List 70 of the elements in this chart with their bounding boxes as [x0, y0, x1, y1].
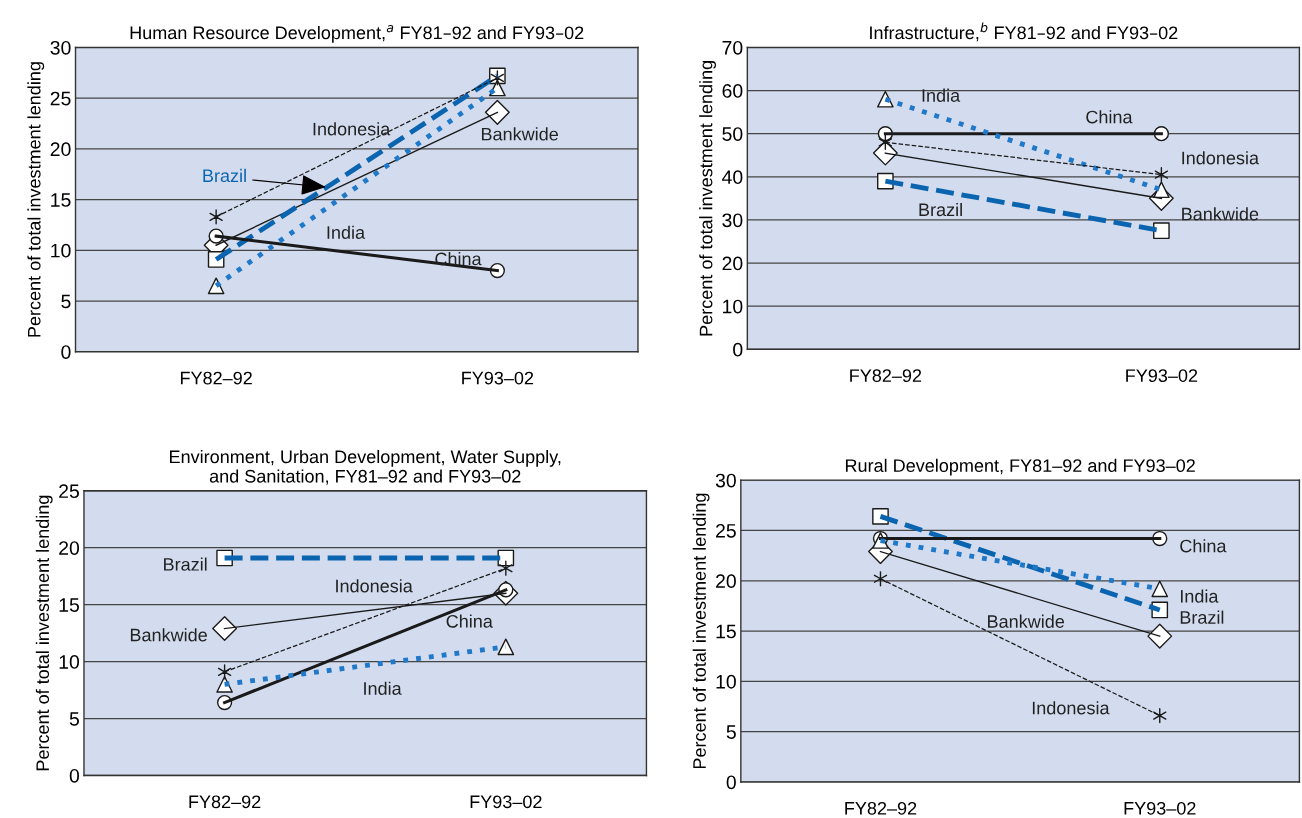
y-tick-label: 40 — [722, 170, 743, 185]
y-tick-label: 60 — [722, 84, 743, 98]
y-tick-label: 15 — [51, 193, 71, 207]
y-tick-label: 15 — [716, 624, 736, 639]
series-label: Indonesia — [336, 579, 413, 593]
x-tick-label: FY93–02 — [470, 795, 542, 809]
y-tick-label: 5 — [726, 725, 736, 739]
y-tick-label: 25 — [716, 523, 736, 538]
y-tick-label: 10 — [59, 655, 80, 669]
y-tick-label: 15 — [59, 598, 79, 612]
series-label: India — [364, 681, 402, 695]
y-tick-label: 5 — [69, 712, 79, 726]
chart-title: Infrastructure,$^{b}$ FY81–92 and FY93–02 — [870, 22, 1178, 42]
y-tick-label: 10 — [51, 243, 71, 258]
y-axis-title: Percent of total investment lending — [27, 62, 45, 337]
text: Brazil — [203, 168, 246, 183]
x-tick-label: FY93–02 — [462, 371, 534, 385]
y-tick-label: 25 — [59, 484, 79, 499]
y-tick-label: 50 — [722, 127, 743, 141]
y-tick-label: 25 — [50, 91, 71, 106]
y-tick-label: 30 — [715, 473, 736, 488]
y-tick-label: 0 — [61, 345, 71, 359]
y-tick-label: 10 — [723, 299, 743, 314]
y-tick-label: 0 — [69, 768, 80, 783]
chart-title: Environment, Urban Development, Water Supply, and Sanitation, FY81–92 and FY93–02 — [170, 449, 561, 485]
series-label: Bankwide — [130, 628, 207, 642]
y-tick-label: 20 — [50, 142, 71, 157]
series-label: India — [922, 88, 961, 102]
series-label: India — [327, 225, 366, 239]
series-label: Bankwide — [1182, 207, 1259, 221]
x-tick-label: FY82–92 — [850, 369, 922, 382]
y-tick-label: 20 — [716, 574, 736, 589]
y-tick-label: 0 — [726, 775, 736, 790]
y-axis-title: Percent of total investment lending — [692, 493, 710, 769]
y-tick-label: 0 — [733, 342, 743, 357]
y-axis-title: Percent of total investment lending — [699, 61, 716, 336]
chart-title: Rural Development, FY81–92 and FY93–02 — [845, 458, 1195, 476]
y-tick-label: 20 — [722, 256, 743, 271]
point — [1154, 167, 1169, 183]
series-label: Brazil — [164, 557, 207, 571]
series-label: Brazil — [1180, 610, 1224, 624]
series-label: Indonesia — [1032, 701, 1110, 715]
point — [499, 560, 513, 576]
point — [209, 209, 223, 225]
y-tick-label: 30 — [722, 213, 743, 228]
y-tick-label: 20 — [59, 541, 80, 555]
point — [1147, 623, 1173, 649]
series-label: India — [1180, 589, 1219, 603]
x-tick-label: FY82–92 — [180, 371, 252, 385]
x-tick-label: FY93–02 — [1124, 801, 1196, 815]
y-axis-title: Percent of total investment lending — [35, 495, 53, 771]
point — [484, 99, 510, 125]
point — [212, 616, 238, 642]
y-tick-label: 5 — [61, 294, 71, 309]
x-tick-label: FY93–02 — [1126, 369, 1198, 382]
series-label: China — [1180, 539, 1227, 553]
series-label: China — [435, 252, 482, 266]
y-tick-label: 10 — [716, 674, 736, 689]
chart-title: Human Resource Development,$^{a}$ FY81–92 and FY93–02 — [130, 25, 584, 43]
x-tick-label: FY82–92 — [845, 801, 917, 815]
series-label: Indonesia — [313, 122, 391, 136]
x-tick-label: FY82–92 — [189, 795, 261, 809]
y-tick-label: 70 — [722, 40, 743, 55]
y-tick-label: 30 — [50, 40, 71, 55]
series-label: China — [446, 614, 493, 628]
series-label: Brazil — [919, 202, 962, 217]
series-label: China — [1086, 110, 1133, 124]
series-label: Bankwide — [988, 614, 1065, 628]
series-label: Bankwide — [481, 127, 558, 141]
series-label: Indonesia — [1182, 151, 1260, 165]
